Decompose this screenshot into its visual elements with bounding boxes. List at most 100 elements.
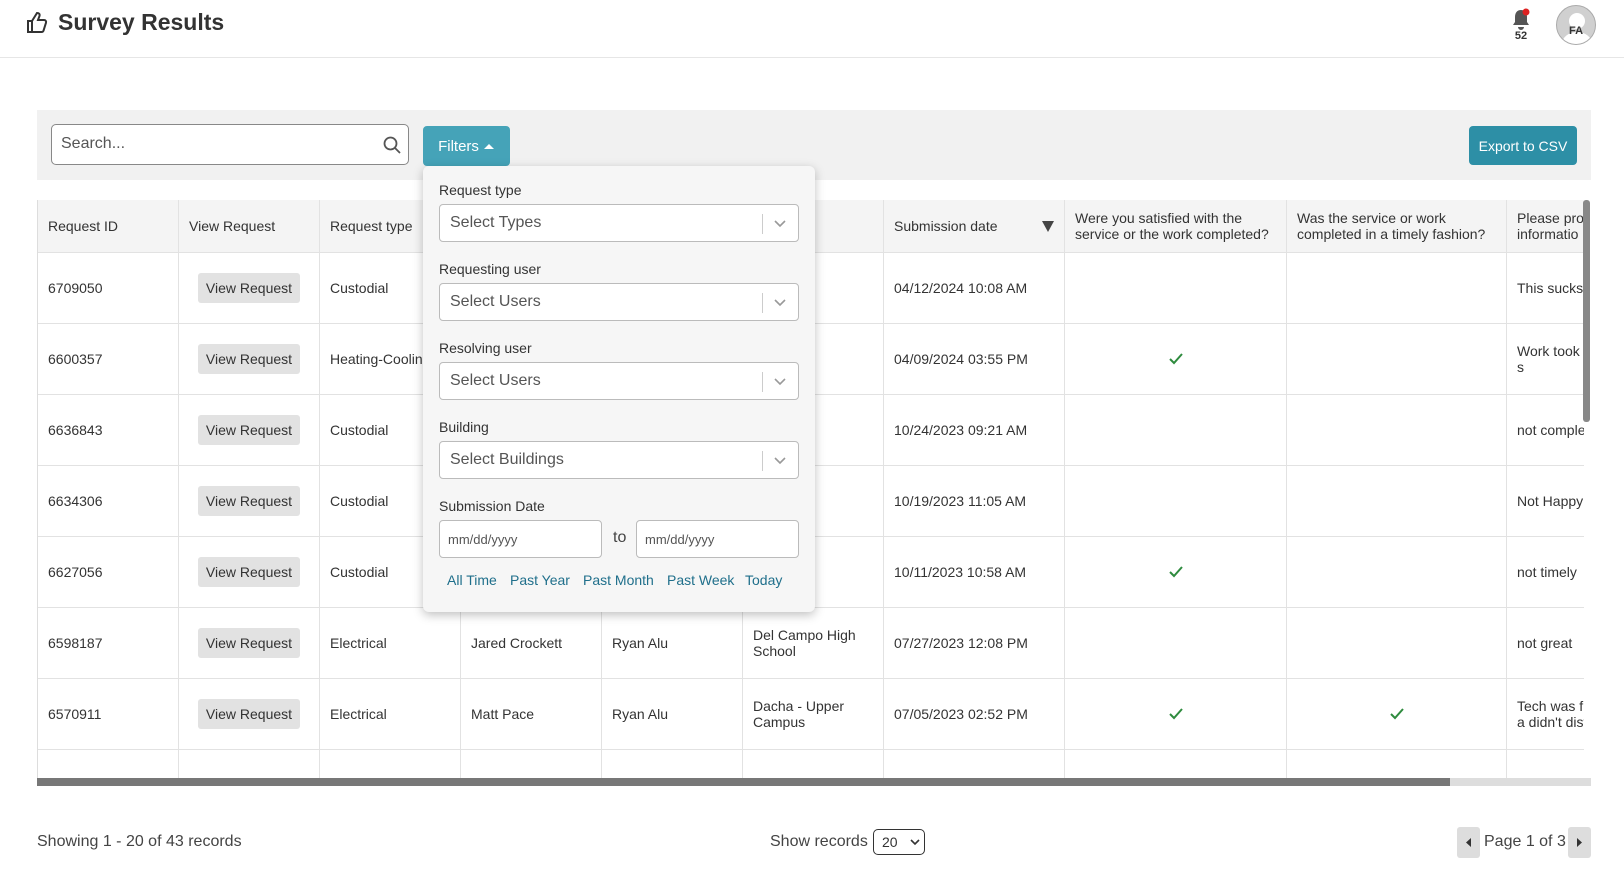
cell-text: 04/09/2024 03:55 PM	[894, 351, 1028, 367]
select-placeholder: Select Users	[450, 293, 541, 310]
table-cell	[1287, 466, 1507, 537]
table-cell: 6600357	[38, 324, 179, 395]
view-request-button[interactable]: View Request	[197, 628, 301, 658]
top-bar: Survey Results 52 FA	[0, 0, 1624, 58]
table-cell: 6709050	[38, 253, 179, 324]
h-scroll-thumb[interactable]	[37, 778, 1450, 786]
table-cell: not great	[1507, 608, 1584, 679]
view-request-button[interactable]: View Request	[197, 344, 301, 374]
cell-text: Dacha - Upper Campus	[753, 698, 845, 730]
cell-text: 6598187	[48, 635, 103, 651]
cell-text: This sucks	[1517, 280, 1584, 296]
table-cell: View Request	[179, 679, 320, 750]
table-cell: View Request	[179, 466, 320, 537]
search-box[interactable]: Search...	[51, 124, 409, 165]
checkmark	[1168, 353, 1183, 365]
view-request-button[interactable]: View Request	[197, 699, 301, 729]
cell-text: 07/05/2023 02:52 PM	[894, 706, 1028, 722]
column-header[interactable]: Request ID	[38, 200, 179, 253]
h-scrollbar[interactable]	[37, 778, 1591, 786]
prev-page[interactable]	[1457, 827, 1480, 858]
filter-select[interactable]: Select Users	[439, 283, 799, 321]
table-cell: Technician	[1507, 750, 1584, 778]
table-cell: Dacha - Upper	[743, 750, 884, 778]
dropdown-arrow-shape	[774, 299, 786, 307]
cell-text: not great	[1517, 635, 1573, 651]
table-cell: Electrical	[320, 679, 461, 750]
v-scroll-thumb[interactable]	[1583, 200, 1590, 422]
cell-text: Work took order parts	[1517, 343, 1584, 375]
table-cell	[1065, 750, 1287, 778]
table-cell	[1287, 537, 1507, 608]
filter-select[interactable]: Select Buildings	[439, 441, 799, 479]
quick-date-link[interactable]: Past Week	[667, 572, 735, 588]
thumbs-icon	[27, 11, 48, 33]
date-input[interactable]: mm/dd/yyyy	[439, 520, 602, 558]
next-page[interactable]	[1568, 827, 1591, 858]
cell-text: not comple	[1517, 422, 1584, 438]
page-size-select[interactable]: 20	[873, 829, 925, 855]
table-cell: Dacha - Upper Campus	[743, 679, 884, 750]
cell-text: Ryan Alu	[612, 706, 669, 722]
table-cell	[1065, 608, 1287, 679]
table-cell: 6598187	[38, 608, 179, 679]
cell-text: Electrical	[330, 706, 387, 722]
table-cell: View Request	[179, 537, 320, 608]
table-cell: 6570911	[38, 679, 179, 750]
cell-text: Technician	[1517, 777, 1583, 778]
bell-icon[interactable]	[1510, 8, 1532, 32]
quick-date-link[interactable]: Past Year	[510, 572, 570, 588]
quick-date-link[interactable]: Today	[745, 572, 783, 588]
quick-date-link[interactable]: Past Month	[583, 572, 654, 588]
filter-select[interactable]: Select Users	[439, 362, 799, 400]
table-cell	[179, 750, 320, 778]
checkmark-shape	[1389, 708, 1404, 720]
cell-text: 6570911	[48, 706, 102, 722]
table-cell: 6627056	[38, 537, 179, 608]
checkmark	[1389, 708, 1404, 720]
view-request-button[interactable]: View Request	[197, 486, 301, 516]
view-request-button[interactable]: View Request	[197, 415, 301, 445]
table-cell	[1065, 395, 1287, 466]
checkmark-shape	[1168, 708, 1183, 720]
table-cell	[884, 750, 1065, 778]
table-cell	[1287, 750, 1507, 778]
cell-text: Ryan Alu	[612, 635, 669, 651]
table-cell	[1065, 537, 1287, 608]
cell-text: 6600357	[48, 351, 103, 367]
table-cell: Del Campo High School	[743, 608, 884, 679]
table-cell: This sucks	[1507, 253, 1584, 324]
column-header[interactable]: Was the service or work completed in a t…	[1287, 200, 1507, 253]
filters-button[interactable]: Filters	[423, 126, 510, 166]
date-input[interactable]: mm/dd/yyyy	[636, 520, 799, 558]
cell-text: Electrical	[330, 635, 387, 651]
select-placeholder: Select Users	[450, 372, 541, 389]
quick-date-link[interactable]: All Time	[447, 572, 497, 588]
filter-select[interactable]: Select Types	[439, 204, 799, 242]
column-header[interactable]: View Request	[179, 200, 320, 253]
table-cell	[1287, 324, 1507, 395]
view-request-button[interactable]: View Request	[197, 557, 301, 587]
select-placeholder: Select Buildings	[450, 451, 564, 468]
table-cell: 04/09/2024 03:55 PM	[884, 324, 1065, 395]
column-header[interactable]: Please pro informatio	[1507, 200, 1584, 253]
cell-text: 07/27/2023 12:08 PM	[894, 635, 1028, 651]
filter-label: Resolving user	[439, 340, 532, 356]
view-request-button[interactable]: View Request	[197, 273, 301, 303]
filter-label: Building	[439, 419, 489, 435]
export-button[interactable]: Export to CSV	[1469, 126, 1577, 165]
cell-text: Not Happy	[1517, 493, 1584, 509]
select-divider	[762, 293, 763, 313]
column-header[interactable]: Were you satisfied with the service or t…	[1065, 200, 1287, 253]
avatar[interactable]: FA	[1556, 5, 1596, 45]
table-cell	[1065, 324, 1287, 395]
table-cell: Not Happy	[1507, 466, 1584, 537]
cell-text: 6627056	[48, 564, 103, 580]
table-cell: View Request	[179, 324, 320, 395]
column-header[interactable]: Submission date	[884, 200, 1065, 253]
table-cell	[1287, 679, 1507, 750]
cell-text: Heating-Coolin	[330, 351, 423, 367]
table-cell: 10/24/2023 09:21 AM	[884, 395, 1065, 466]
dropdown-arrow-shape	[774, 457, 786, 465]
